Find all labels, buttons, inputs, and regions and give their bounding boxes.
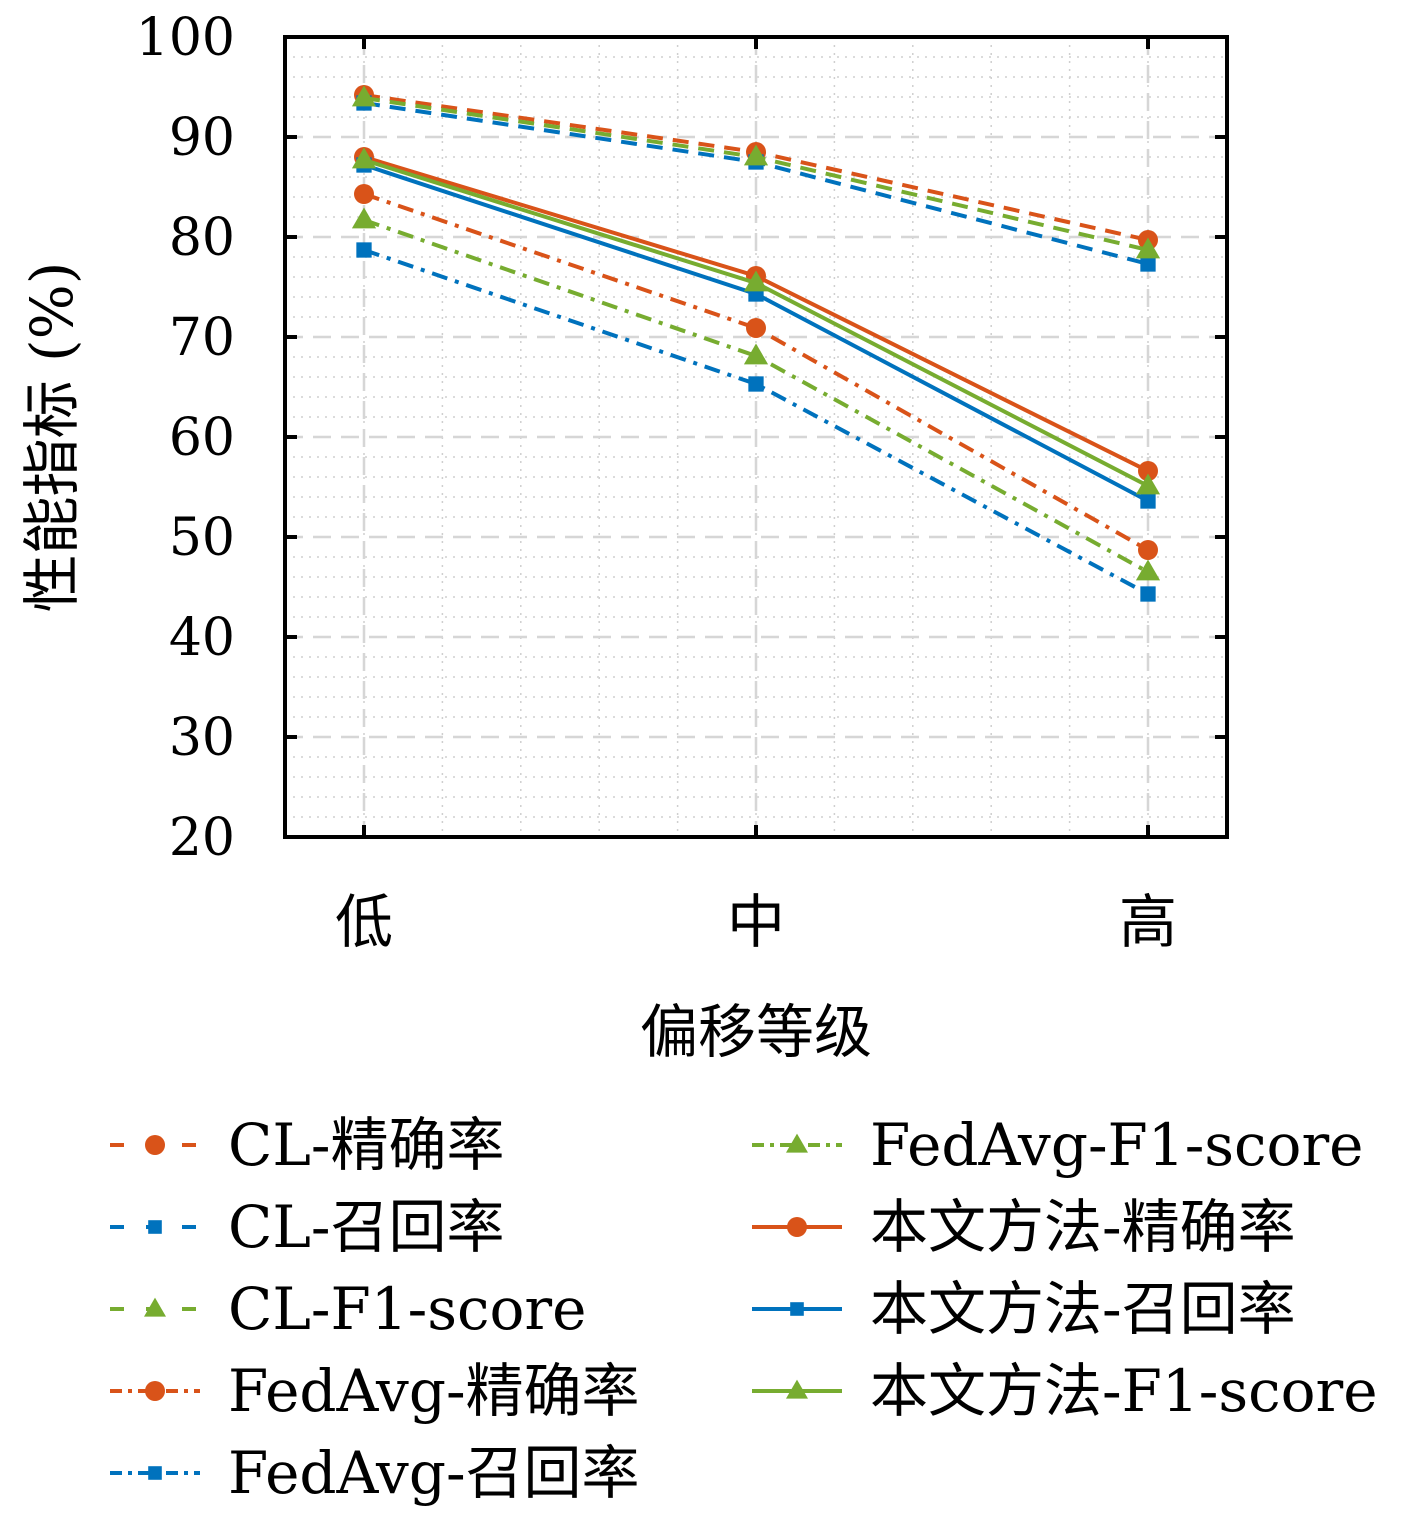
- data-point: [1140, 586, 1156, 602]
- y-tick-label: 20: [169, 808, 235, 868]
- y-tick-labels: 20 30 40 50 60 70 80 90 100: [136, 8, 235, 868]
- x-tick-labels: 低中高: [335, 888, 1177, 956]
- y-tick-label: 100: [136, 8, 235, 68]
- series-5: [351, 207, 1161, 581]
- legend-label: CL-召回率: [228, 1193, 505, 1261]
- x-axis-title: 偏移等级: [640, 998, 872, 1066]
- y-tick-label: 30: [169, 708, 235, 768]
- y-tick-label: 90: [169, 108, 235, 168]
- data-point: [746, 318, 766, 338]
- legend-label: 本文方法-精确率: [870, 1193, 1296, 1261]
- legend-item: CL-精确率: [110, 1111, 505, 1179]
- legend-marker: [148, 1220, 162, 1234]
- legend-marker: [786, 1379, 808, 1399]
- data-point: [1135, 237, 1161, 259]
- data-point: [351, 85, 377, 107]
- series-layer: [351, 85, 1161, 602]
- legend-item: CL-F1-score: [110, 1275, 586, 1343]
- legend-marker: [790, 1302, 804, 1316]
- y-tick-label: 70: [169, 308, 235, 368]
- data-point: [743, 144, 769, 166]
- legend-item: 本文方法-精确率: [752, 1193, 1296, 1261]
- legend-label: FedAvg-召回率: [228, 1439, 640, 1507]
- y-tick-label: 80: [169, 208, 235, 268]
- legend-marker: [148, 1466, 162, 1480]
- legend-marker: [786, 1133, 808, 1153]
- data-point: [1138, 540, 1158, 560]
- legend-marker: [787, 1217, 807, 1237]
- legend-item: FedAvg-F1-score: [752, 1111, 1364, 1179]
- data-point: [1135, 473, 1161, 495]
- x-tick-label: 低: [335, 888, 393, 956]
- y-tick-label: 60: [169, 408, 235, 468]
- legend-marker: [144, 1297, 166, 1317]
- data-point: [1140, 256, 1156, 272]
- legend-item: FedAvg-精确率: [110, 1357, 640, 1425]
- legend-label: FedAvg-F1-score: [870, 1111, 1364, 1179]
- series-2: [351, 85, 1161, 259]
- data-point: [351, 207, 377, 229]
- data-point: [1140, 493, 1156, 509]
- data-point: [351, 147, 377, 169]
- data-point: [1138, 461, 1158, 481]
- legend-label: 本文方法-召回率: [870, 1275, 1296, 1343]
- x-tick-label: 高: [1119, 888, 1177, 956]
- series-8: [351, 147, 1161, 495]
- legend: CL-精确率 CL-召回率 CL-F1-score FedAvg-精确率 FedAvg-…: [110, 1111, 1378, 1507]
- legend-marker: [145, 1381, 165, 1401]
- data-point: [356, 242, 372, 258]
- series-3: [354, 184, 1158, 560]
- legend-marker: [145, 1135, 165, 1155]
- y-tick-label: 50: [169, 508, 235, 568]
- axis-ticks: [285, 35, 1227, 839]
- legend-item: 本文方法-召回率: [752, 1275, 1296, 1343]
- legend-item: 本文方法-F1-score: [752, 1357, 1378, 1425]
- data-point: [743, 343, 769, 365]
- data-point: [748, 376, 764, 392]
- legend-label: FedAvg-精确率: [228, 1357, 640, 1425]
- legend-item: FedAvg-召回率: [110, 1439, 640, 1507]
- data-point: [354, 184, 374, 204]
- y-axis-title: 性能指标 (%): [18, 262, 86, 613]
- y-tick-label: 40: [169, 608, 235, 668]
- legend-label: CL-F1-score: [228, 1275, 586, 1343]
- legend-label: 本文方法-F1-score: [870, 1357, 1378, 1425]
- grid: [284, 37, 1228, 837]
- series-line: [363, 248, 1149, 596]
- legend-label: CL-精确率: [228, 1111, 505, 1179]
- data-point: [743, 270, 769, 292]
- legend-item: CL-召回率: [110, 1193, 505, 1261]
- x-tick-label: 中: [727, 888, 785, 956]
- series-4: [356, 242, 1156, 602]
- data-point: [1135, 559, 1161, 581]
